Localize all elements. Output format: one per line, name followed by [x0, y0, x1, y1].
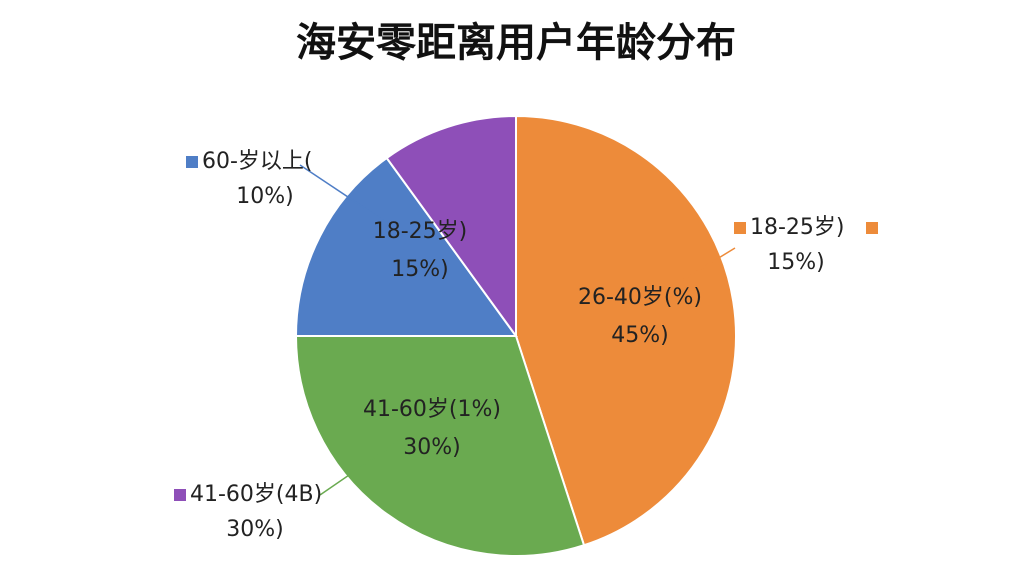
pie-slice [294, 156, 518, 337]
annotation-marker [186, 156, 198, 168]
slice-value-label: 30%) [403, 435, 460, 460]
leader-lines [299, 164, 736, 496]
annotation-label: 41-60岁(4B) [190, 482, 322, 507]
slice-label: 41-60岁(1%) [363, 397, 501, 422]
leader-line [649, 247, 736, 301]
pie-slice [385, 114, 517, 340]
leader-line [299, 164, 391, 226]
annotation-value-label: 30%) [226, 517, 283, 542]
slice-value-label: 45%) [611, 323, 668, 348]
annotation-value-label: 15%) [767, 250, 824, 275]
slice-value-label: 15%) [391, 257, 448, 282]
chart-title: 海安零距离用户年龄分布 [296, 20, 736, 66]
annotation-marker [866, 222, 878, 234]
annotation-label: 60-岁以上( [202, 149, 313, 174]
annotation-value-label: 10%) [236, 184, 293, 209]
annotation-marker [174, 489, 186, 501]
annotation-label: 18-25岁) [750, 215, 845, 240]
annotation-marker [734, 222, 746, 234]
leader-line [319, 439, 401, 496]
slice-label: 26-40岁(%) [578, 285, 702, 310]
slice-label: 18-25岁) [373, 219, 468, 244]
pie-slice [515, 114, 737, 547]
pie-slice [294, 335, 586, 557]
